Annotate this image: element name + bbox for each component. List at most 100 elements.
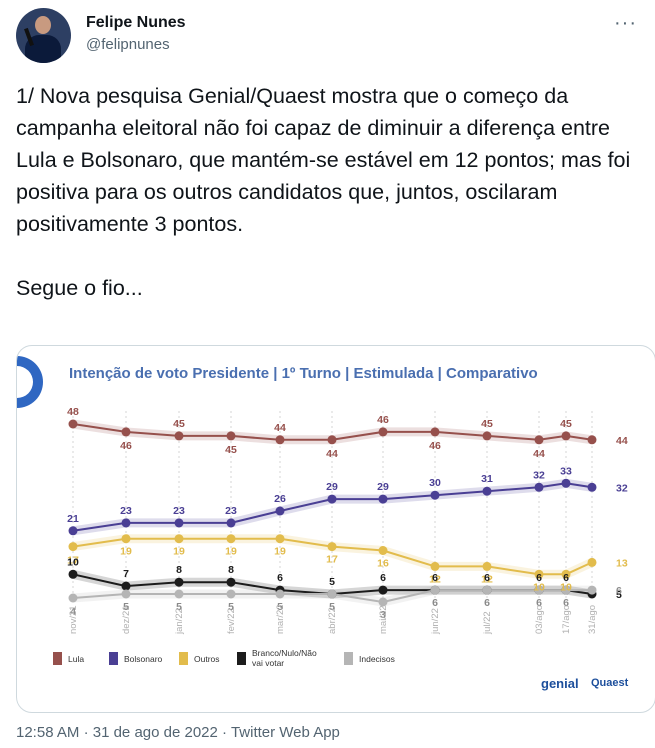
data-point <box>68 593 78 603</box>
data-point <box>327 494 337 504</box>
data-label: 6 <box>277 572 283 584</box>
legend-label: Lula <box>68 654 84 664</box>
data-label: 26 <box>274 493 286 505</box>
data-point <box>561 569 571 579</box>
data-label: 23 <box>225 505 237 517</box>
legend-label: Outros <box>194 654 220 664</box>
data-label: 16 <box>377 558 389 570</box>
data-label: 5 <box>228 601 234 613</box>
x-tick-label: 31/ago <box>587 605 598 634</box>
data-label: 5 <box>616 589 622 601</box>
data-label: 32 <box>533 469 545 481</box>
data-point <box>482 561 492 571</box>
data-label: 10 <box>560 581 572 593</box>
data-label: 30 <box>429 477 441 489</box>
data-label: 17 <box>67 555 79 567</box>
data-point <box>121 589 131 599</box>
data-label: 32 <box>616 482 628 494</box>
footer-separator: · <box>83 724 89 741</box>
x-tick-label: jan/22 <box>174 608 185 635</box>
quaest-brand: Quaest <box>591 677 629 689</box>
data-point <box>174 589 184 599</box>
data-point <box>378 427 388 437</box>
data-label: 6 <box>484 572 490 584</box>
data-point <box>226 589 236 599</box>
data-point <box>430 427 440 437</box>
data-point <box>68 526 78 536</box>
data-label: 46 <box>377 414 389 426</box>
data-label: 29 <box>377 481 389 493</box>
x-tick-label: 03/ago <box>534 605 545 634</box>
tweet-date[interactable]: 31 de ago de 2022 <box>92 724 218 741</box>
data-label: 6 <box>484 597 490 609</box>
data-point <box>226 577 236 587</box>
legend-swatch <box>237 652 246 665</box>
data-label: 46 <box>120 440 132 452</box>
data-point <box>482 585 492 595</box>
data-point <box>275 589 285 599</box>
data-point <box>275 435 285 445</box>
tweet-time[interactable]: 12:58 AM <box>16 724 80 741</box>
data-label: 33 <box>560 465 572 477</box>
display-name[interactable]: Felipe Nunes <box>86 14 186 31</box>
data-point <box>534 435 544 445</box>
data-point <box>430 490 440 500</box>
data-label: 31 <box>481 473 493 485</box>
legend-label: Bolsonaro <box>124 654 163 664</box>
data-point <box>327 542 337 552</box>
data-point <box>327 435 337 445</box>
chart-title: Intenção de voto Presidente | 1º Turno |… <box>69 365 538 382</box>
tweet-footer: 12:58 AM · 31 de ago de 2022 · Twitter W… <box>16 724 340 741</box>
avatar-head <box>35 16 51 34</box>
data-label: 10 <box>67 556 79 568</box>
data-point <box>275 534 285 544</box>
data-label: 8 <box>176 564 182 576</box>
data-label: 13 <box>616 557 628 569</box>
data-point <box>378 597 388 607</box>
x-tick-label: 17/ago <box>561 605 572 634</box>
tweet-paragraph-1: 1/ Nova pesquisa Genial/Quaest mostra qu… <box>16 84 631 236</box>
data-point <box>587 482 597 492</box>
data-point <box>378 585 388 595</box>
data-point <box>534 482 544 492</box>
data-label: 3 <box>380 609 386 621</box>
tweet-source[interactable]: Twitter Web App <box>230 724 340 741</box>
data-point <box>561 585 571 595</box>
data-label: 5 <box>329 601 335 613</box>
data-label: 17 <box>326 554 338 566</box>
more-icon[interactable]: ··· <box>614 12 637 34</box>
data-label: 19 <box>120 546 132 558</box>
data-point <box>174 534 184 544</box>
x-tick-label: jun/22 <box>430 608 441 635</box>
data-point <box>174 577 184 587</box>
data-label: 5 <box>123 601 129 613</box>
data-point <box>68 542 78 552</box>
data-label: 44 <box>326 448 338 460</box>
avatar[interactable] <box>16 8 71 63</box>
data-point <box>121 581 131 591</box>
data-point <box>482 486 492 496</box>
tweet-paragraph-2: Segue o fio... <box>16 276 143 300</box>
quaest-logo-arc <box>17 356 43 408</box>
data-point <box>174 431 184 441</box>
tweet-image[interactable]: Intenção de voto Presidente | 1º Turno |… <box>16 345 655 713</box>
data-point <box>534 569 544 579</box>
data-label: 21 <box>67 513 79 525</box>
x-tick-label: dez/21 <box>121 605 132 634</box>
data-point <box>430 585 440 595</box>
legend-swatch <box>179 652 188 665</box>
data-label: 6 <box>432 572 438 584</box>
data-label: 45 <box>560 418 572 430</box>
data-label: 23 <box>173 505 185 517</box>
data-point <box>430 561 440 571</box>
data-label: 19 <box>173 546 185 558</box>
user-handle[interactable]: @felipnunes <box>86 36 170 53</box>
data-point <box>378 546 388 555</box>
data-point <box>561 431 571 441</box>
data-label: 48 <box>67 406 79 418</box>
data-point <box>121 534 131 544</box>
legend-swatch <box>109 652 118 665</box>
data-label: 45 <box>173 418 185 430</box>
data-label: 19 <box>225 546 237 558</box>
data-label: 44 <box>616 435 628 447</box>
